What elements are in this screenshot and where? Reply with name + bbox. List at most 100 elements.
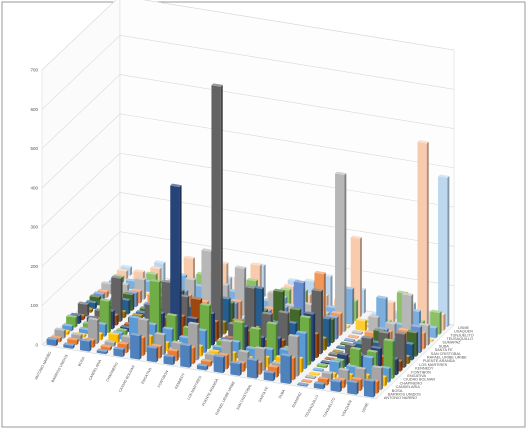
- bar-top: [117, 341, 129, 345]
- bar: [316, 362, 328, 369]
- bar-side: [323, 382, 326, 390]
- bar-side: [128, 298, 131, 315]
- bar-side: [426, 141, 429, 329]
- bar-top: [266, 321, 278, 325]
- z-series-label: USME: [458, 326, 469, 330]
- bar: [170, 183, 182, 341]
- bar-side: [143, 336, 146, 356]
- bar-side: [431, 338, 434, 342]
- bar-side: [125, 329, 128, 336]
- bar-side: [117, 333, 120, 344]
- bar-side: [136, 291, 139, 308]
- bar-top: [85, 299, 97, 304]
- bar-side: [322, 368, 325, 372]
- bar-top: [383, 338, 395, 342]
- bar-top: [284, 303, 297, 307]
- bar-front: [417, 142, 427, 329]
- bar-side: [179, 185, 182, 341]
- z-series-label: USAQUEN: [454, 330, 473, 334]
- bar-top: [330, 378, 342, 383]
- bar-top: [254, 346, 267, 350]
- bar-top: [96, 348, 109, 352]
- bar-top: [232, 318, 244, 322]
- bar: [213, 354, 225, 374]
- bar-top: [129, 315, 141, 319]
- bar-top: [362, 355, 375, 359]
- bar-top: [246, 277, 258, 282]
- bar-top: [104, 339, 116, 343]
- bar-top: [184, 277, 197, 281]
- z-series-label: RAFAEL URIBE URIBE: [427, 355, 467, 359]
- bar-side: [140, 289, 143, 304]
- bar-top: [229, 339, 241, 343]
- bar-top: [397, 327, 410, 331]
- bar-front: [263, 371, 274, 382]
- bar-side: [360, 378, 363, 392]
- bar-side: [176, 349, 179, 362]
- bar-top: [220, 337, 232, 341]
- bar-top: [364, 330, 376, 334]
- bar-side: [56, 338, 58, 347]
- bar-top: [293, 279, 306, 284]
- bar-top: [180, 342, 192, 347]
- bar-top: [334, 377, 346, 381]
- bar-side: [340, 312, 343, 336]
- bar-side: [246, 325, 249, 351]
- bar-top: [355, 318, 367, 322]
- bar-top: [317, 376, 330, 380]
- bar-top: [430, 309, 442, 313]
- x-category-label: SANTA FE: [258, 385, 270, 403]
- bar-top: [116, 327, 128, 332]
- bar-top: [326, 304, 338, 309]
- bar: [247, 357, 259, 379]
- bar-top: [70, 312, 82, 317]
- bar-side: [172, 355, 175, 366]
- bar-side: [75, 316, 78, 328]
- bar-side: [63, 329, 66, 339]
- z-series-label: SANTA FE: [435, 348, 454, 352]
- bar-front: [328, 353, 338, 358]
- bar-top: [80, 338, 92, 342]
- bar: [46, 336, 58, 347]
- bar-top: [97, 288, 109, 293]
- bar-front: [312, 369, 323, 372]
- z-series-label: CHAPINERO: [400, 381, 423, 385]
- bar-front: [280, 354, 290, 384]
- bar-side: [357, 335, 360, 339]
- bar-top: [188, 321, 200, 326]
- bar-side: [435, 326, 438, 339]
- bar-side: [293, 356, 296, 381]
- bar-top: [366, 349, 379, 353]
- bar-side: [277, 365, 279, 378]
- y-tick-label: 400: [30, 185, 38, 190]
- bar-top: [371, 365, 384, 369]
- y-gridline: [41, 34, 455, 110]
- bar-front: [320, 361, 330, 365]
- bar-side: [67, 330, 70, 336]
- bar-top: [314, 270, 326, 275]
- bar-side: [97, 318, 100, 345]
- bar-top: [296, 330, 308, 334]
- bar-top: [363, 378, 376, 382]
- bar-side: [408, 355, 411, 365]
- bar-side: [120, 276, 123, 322]
- bar-side: [343, 378, 346, 389]
- bar-top: [217, 352, 229, 356]
- bar-top: [120, 324, 132, 329]
- bar-side: [321, 289, 323, 355]
- bar: [335, 171, 347, 333]
- bar-top: [406, 329, 419, 334]
- bar-side: [79, 314, 82, 324]
- z-series-label: KENNEDY: [415, 367, 434, 371]
- bar-front: [304, 376, 315, 380]
- bar-front: [313, 383, 324, 390]
- bar-top: [66, 314, 78, 318]
- bar-top: [346, 364, 358, 368]
- bar-top: [63, 342, 75, 346]
- bar-top: [289, 307, 302, 311]
- bar-side: [76, 338, 79, 346]
- bar-side: [339, 380, 342, 393]
- bar-side: [106, 350, 109, 355]
- bar-side: [272, 348, 274, 364]
- bar-top: [150, 343, 163, 347]
